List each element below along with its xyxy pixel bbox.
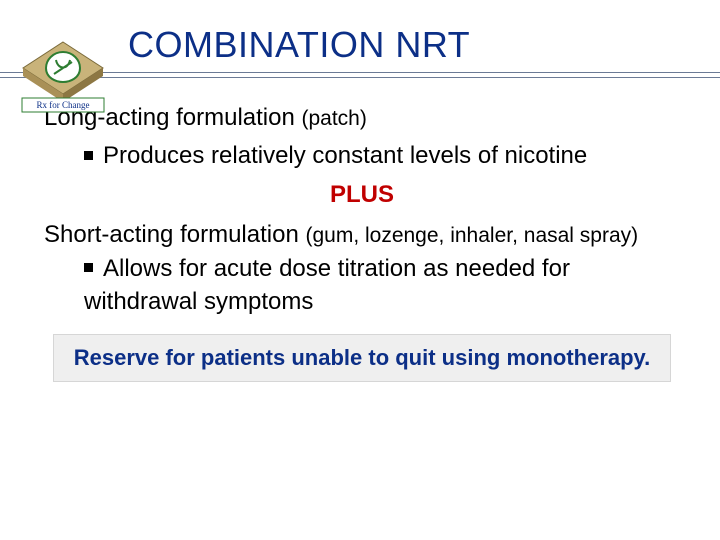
square-bullet-icon <box>84 151 93 160</box>
title-underline <box>0 72 720 78</box>
slide-body: Long-acting formulation (patch) Produces… <box>0 84 720 382</box>
short-acting-heading-paren: (gum, lozenge, inhaler, nasal spray) <box>305 224 638 247</box>
long-acting-bullet-text: Produces relatively constant levels of n… <box>103 142 587 169</box>
slide: Rx for Change COMBINATION NRT Long-actin… <box>0 0 720 540</box>
svg-text:Rx for Change: Rx for Change <box>37 100 90 110</box>
logo: Rx for Change <box>18 40 108 119</box>
slide-title: COMBINATION NRT <box>128 24 470 65</box>
callout-wrap: Reserve for patients unable to quit usin… <box>44 334 680 382</box>
slide-title-wrap: COMBINATION NRT <box>0 24 720 66</box>
plus-label: PLUS <box>44 173 680 219</box>
header: Rx for Change COMBINATION NRT <box>0 0 720 84</box>
long-acting-heading: Long-acting formulation (patch) <box>44 102 680 134</box>
long-acting-bullet: Produces relatively constant levels of n… <box>44 134 680 172</box>
callout-box: Reserve for patients unable to quit usin… <box>53 334 672 382</box>
short-acting-bullet-text: Allows for acute dose titration as neede… <box>84 255 570 314</box>
long-acting-heading-paren: (patch) <box>301 107 366 130</box>
short-acting-heading: Short-acting formulation (gum, lozenge, … <box>44 219 680 251</box>
short-acting-bullet: Allows for acute dose titration as neede… <box>44 251 680 318</box>
square-bullet-icon <box>84 263 93 272</box>
short-acting-heading-main: Short-acting formulation <box>44 221 305 248</box>
rx-for-change-logo-icon: Rx for Change <box>18 40 108 114</box>
